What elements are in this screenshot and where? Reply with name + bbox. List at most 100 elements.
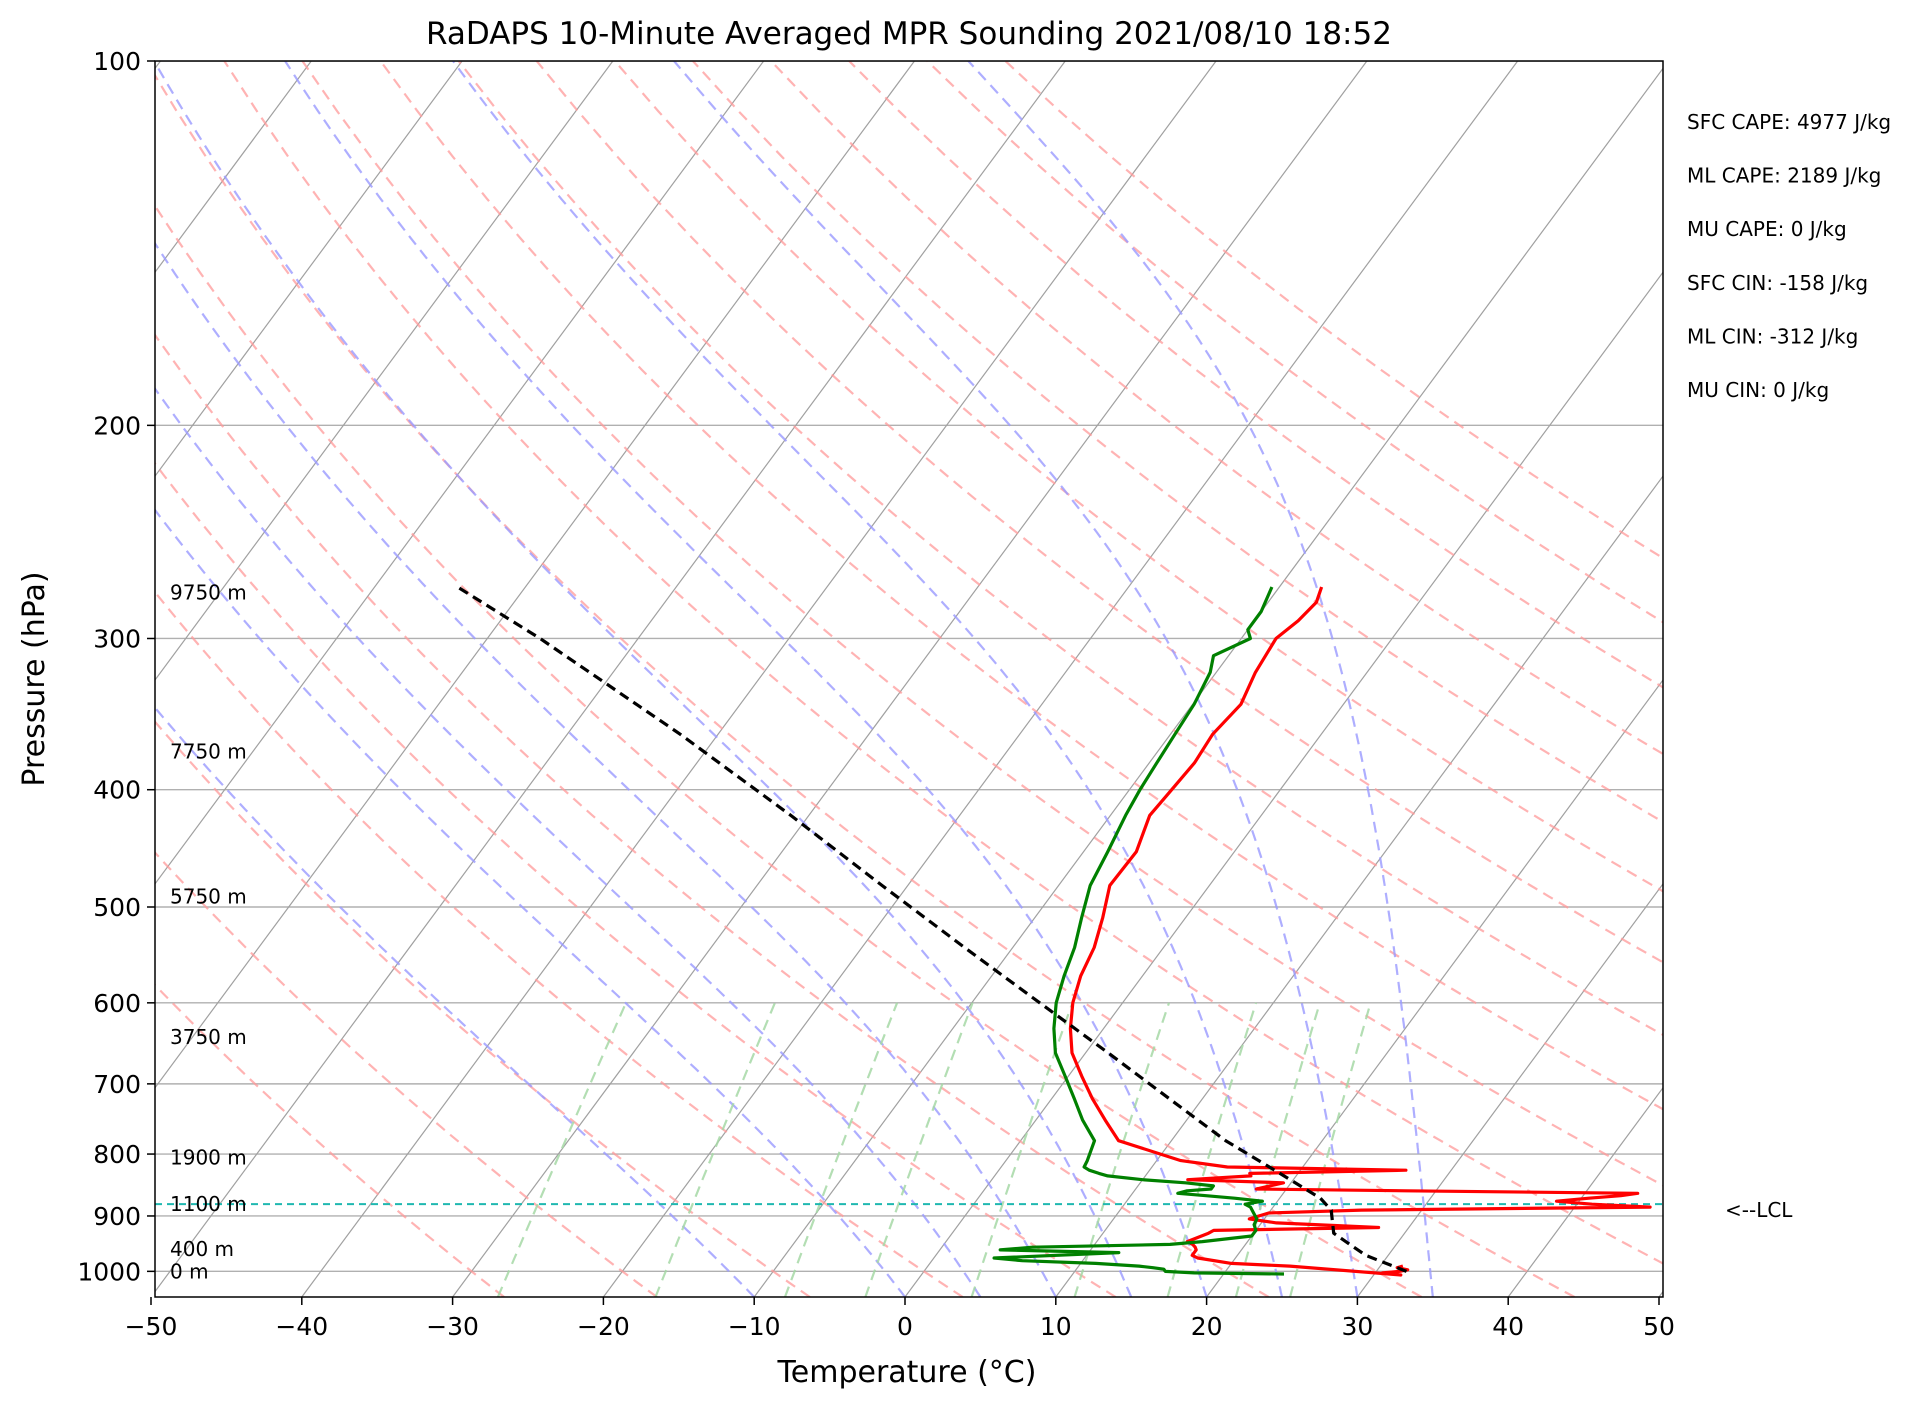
lcl-label: <--LCL	[1725, 1198, 1793, 1222]
stability-annotation: MU CIN: 0 J/kg	[1687, 378, 1829, 402]
dry-adiabat-line	[848, 61, 1663, 689]
y-tick-label: 700	[93, 1070, 141, 1099]
moist-adiabat-line	[155, 706, 755, 1297]
stability-annotation: SFC CIN: -158 J/kg	[1687, 271, 1868, 295]
height-label: 1900 m	[170, 1145, 247, 1169]
height-label: 1100 m	[170, 1192, 247, 1216]
isotherm-line	[1507, 1086, 1663, 1297]
dry-adiabat-line	[535, 61, 1663, 964]
y-tick-label: 800	[93, 1140, 141, 1169]
y-tick-label: 600	[93, 989, 141, 1018]
mixing-ratio-line	[1234, 1002, 1321, 1297]
y-tick-label: 900	[93, 1202, 141, 1231]
dry-adiabat-line	[155, 590, 964, 1297]
isotherm-line	[452, 61, 1368, 1297]
x-tick-label: 50	[1643, 1312, 1675, 1341]
mixing-ratio-line	[654, 1002, 776, 1297]
stability-annotations: SFC CAPE: 4977 J/kg ML CAPE: 2189 J/kg MU …	[1687, 110, 1891, 402]
mixing-ratio-line	[783, 1002, 899, 1297]
y-axis-label: Pressure (hPa)	[17, 571, 52, 786]
x-tick-label: 30	[1341, 1312, 1373, 1341]
isotherm-line	[155, 61, 1066, 1293]
y-tick-label: 200	[93, 411, 141, 440]
mixing-ratio-line	[864, 1002, 974, 1297]
background-grid	[0, 61, 1925, 1297]
x-tick-label: −50	[125, 1312, 178, 1341]
x-tick-label: −10	[728, 1312, 781, 1341]
dry-adiabat-line	[379, 61, 1663, 1111]
isotherm-line	[301, 61, 1217, 1297]
height-label: 7750 m	[170, 740, 247, 764]
stability-annotation: ML CAPE: 2189 J/kg	[1687, 164, 1881, 188]
x-tick-label: 0	[897, 1312, 913, 1341]
dry-adiabat-line	[613, 61, 1663, 893]
isotherm-line	[1810, 61, 1925, 1297]
x-tick-label: 20	[1191, 1312, 1223, 1341]
moist-adiabat-line	[155, 61, 1133, 1297]
x-tick-label: −20	[577, 1312, 630, 1341]
isotherm-line	[602, 61, 1519, 1297]
dry-adiabat-line	[155, 983, 505, 1297]
isotherm-line	[155, 61, 915, 1089]
moist-adiabat-line	[155, 508, 906, 1297]
height-label: 9750 m	[170, 581, 247, 605]
dry-adiabat-line	[692, 61, 1663, 824]
dry-adiabat-line	[301, 61, 1663, 1187]
y-tick-label: 100	[93, 47, 141, 76]
x-axis-ticks: −50 −40 −30 −20 −10 0 10 20 30 40 50	[125, 1297, 1675, 1341]
isotherm-line	[1356, 882, 1663, 1297]
isotherm-line	[155, 61, 765, 885]
y-tick-label: 400	[93, 776, 141, 805]
isotherm-line	[155, 61, 312, 274]
height-label: 400 m	[170, 1237, 234, 1261]
dry-adiabat-line	[155, 73, 1576, 1297]
moist-adiabat-line	[452, 61, 1284, 1297]
stability-annotation: SFC CAPE: 4977 J/kg	[1687, 110, 1891, 134]
y-tick-label: 500	[93, 893, 141, 922]
dewpoint-profile-line	[992, 586, 1285, 1276]
dry-adiabat-line	[770, 61, 1663, 756]
dry-adiabat-line	[155, 720, 811, 1297]
height-label: 0 m	[170, 1259, 209, 1283]
chart-title: RaDAPS 10-Minute Averaged MPR Sounding 2…	[426, 16, 1392, 52]
y-tick-label: 300	[93, 624, 141, 653]
dry-adiabat-line	[155, 333, 1270, 1297]
x-tick-label: −30	[426, 1312, 479, 1341]
mixing-ratio-line	[496, 1002, 628, 1297]
x-tick-label: 40	[1492, 1312, 1524, 1341]
isotherm-line	[155, 61, 463, 478]
stability-annotation: ML CIN: -312 J/kg	[1687, 324, 1858, 348]
data-series	[456, 585, 1652, 1277]
isotherm-line	[904, 271, 1663, 1297]
dry-adiabat-line	[155, 850, 658, 1297]
mixing-ratio-line	[970, 1002, 1074, 1297]
mixing-ratio-line	[1166, 1002, 1258, 1297]
height-label: 5750 m	[170, 884, 247, 908]
moist-adiabat-line	[284, 61, 1208, 1297]
moist-adiabat-line	[673, 61, 1359, 1297]
x-axis-label: Temperature (°C)	[777, 1355, 1037, 1390]
temperature-profile-line	[1068, 586, 1652, 1277]
y-tick-label: 1000	[77, 1257, 141, 1286]
isotherm-line	[1206, 678, 1663, 1297]
x-tick-label: 10	[1040, 1312, 1072, 1341]
plot-frame	[154, 60, 1664, 1298]
mixing-ratio-line	[1073, 1002, 1171, 1297]
dry-adiabat-line	[223, 61, 1663, 1265]
moist-adiabat-line	[155, 386, 982, 1297]
x-tick-label: −40	[275, 1312, 328, 1341]
dry-adiabat-line	[155, 461, 1117, 1297]
moist-adiabat-line	[155, 241, 1057, 1297]
mixing-ratio-line	[1289, 1002, 1372, 1297]
stability-annotation: MU CAPE: 0 J/kg	[1687, 217, 1847, 241]
dry-adiabat-line	[155, 204, 1423, 1297]
dry-adiabat-line	[1004, 61, 1663, 560]
y-axis-ticks: 100 200 300 400 500 600 700 800 900 1000	[77, 47, 155, 1286]
dry-adiabat-line	[926, 61, 1663, 624]
isotherm-line	[0, 61, 10, 1297]
parcel-profile-line	[456, 585, 1408, 1273]
dry-adiabat-line	[457, 61, 1663, 1037]
isotherm-line	[1658, 1290, 1663, 1297]
